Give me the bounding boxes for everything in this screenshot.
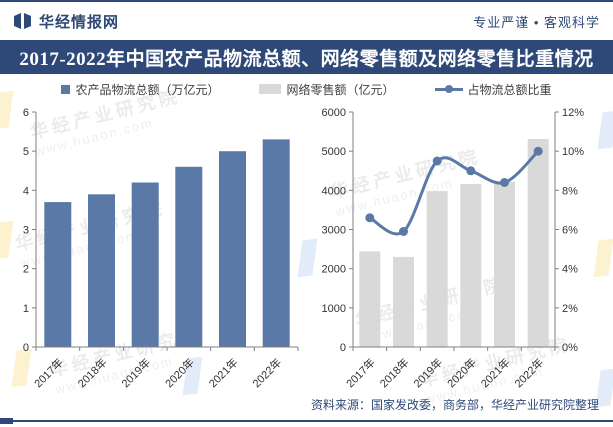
svg-text:1: 1 (23, 303, 29, 315)
svg-text:2000: 2000 (322, 264, 346, 276)
svg-text:4000: 4000 (322, 185, 346, 197)
source-note: 资料来源：国家发改委，商务部，华经产业研究院整理 (310, 398, 599, 412)
legend-item-online-retail: 网络零售额（亿元） (259, 81, 395, 98)
svg-text:1000: 1000 (322, 303, 346, 315)
header-slogan: 专业严谨 • 客观科学 (473, 14, 600, 30)
svg-text:2019年: 2019年 (118, 355, 153, 390)
legend-item-share-ratio: 占物流总额比重 (434, 81, 552, 98)
bottom-rule (0, 420, 613, 422)
svg-text:3000: 3000 (322, 225, 346, 237)
legend-line-swatch (434, 85, 463, 93)
svg-text:12%: 12% (562, 107, 584, 119)
svg-text:2017年: 2017年 (343, 355, 378, 390)
legend-line-marker-icon (444, 85, 453, 93)
svg-text:2020年: 2020年 (162, 355, 197, 390)
svg-text:5000: 5000 (322, 146, 346, 158)
legend-label: 占物流总额比重 (467, 82, 552, 97)
top-rule (0, 0, 613, 2)
legend-item-logistics-total: 农产品物流总额（万亿元） (61, 81, 219, 98)
svg-text:6%: 6% (562, 225, 578, 237)
chart-title-banner: 2017-2022年中国农产品物流总额、网络零售额及网络零售比重情况 (0, 40, 613, 74)
bottom-rule-accent (0, 418, 13, 424)
svg-text:2022年: 2022年 (511, 355, 546, 390)
svg-text:4: 4 (23, 185, 29, 197)
brand: 华经情报网 (13, 11, 119, 32)
svg-text:0: 0 (23, 342, 29, 354)
legend-label: 网络零售额（亿元） (286, 82, 395, 97)
svg-text:6000: 6000 (322, 107, 346, 119)
svg-text:8%: 8% (562, 185, 578, 197)
legend-square-swatch (61, 84, 71, 94)
svg-text:2017年: 2017年 (31, 355, 66, 390)
svg-text:2021年: 2021年 (478, 355, 513, 390)
svg-text:2018年: 2018年 (75, 355, 110, 390)
svg-text:6: 6 (23, 107, 29, 119)
legend-bar-swatch (259, 84, 282, 94)
svg-text:2019年: 2019年 (410, 355, 445, 390)
svg-text:2018年: 2018年 (377, 355, 412, 390)
svg-text:2: 2 (23, 264, 29, 276)
svg-text:2020年: 2020年 (444, 355, 479, 390)
brand-name: 华经情报网 (39, 13, 120, 31)
svg-text:0: 0 (340, 342, 346, 354)
legend-label: 农产品物流总额（万亿元） (75, 82, 220, 97)
combo-chart-online-retail-share: 0 1000 2000 3000 4000 5000 6000 0% 2% 4% 6% 8% 10% 12… (322, 107, 585, 390)
svg-text:10%: 10% (562, 146, 584, 158)
svg-text:0%: 0% (562, 342, 578, 354)
bar-chart-logistics-total: 0 1 2 3 4 5 6 2017年 2018年 2019年 2020年 2021年 2022年 (23, 107, 299, 390)
svg-text:2%: 2% (562, 303, 578, 315)
page-title: 2017-2022年中国农产品物流总额、网络零售额及网络零售比重情况 (19, 48, 594, 70)
svg-text:2021年: 2021年 (206, 355, 241, 390)
svg-text:2022年: 2022年 (249, 355, 284, 390)
chart-legend: 农产品物流总额（万亿元） 网络零售额（亿元） 占物流总额比重 (0, 78, 613, 100)
site-header: 华经情报网 专业严谨 • 客观科学 (0, 2, 613, 40)
brand-logo-icon (13, 13, 32, 29)
svg-text:5: 5 (23, 146, 29, 158)
svg-text:4%: 4% (562, 264, 578, 276)
svg-text:3: 3 (23, 225, 29, 237)
